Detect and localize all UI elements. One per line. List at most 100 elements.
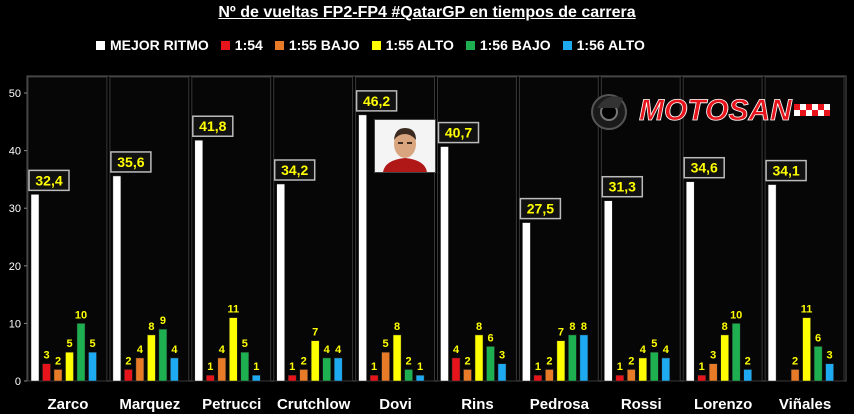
category-panel: [682, 76, 763, 382]
data-label: 3: [499, 350, 505, 362]
data-label: 46,2: [363, 93, 390, 109]
legend-item: 1:56 BAJO: [465, 37, 551, 53]
data-label-box: [192, 115, 234, 137]
bar: [252, 374, 261, 382]
bar: [240, 351, 250, 382]
data-label: 11: [801, 304, 813, 316]
bar: [135, 357, 145, 382]
data-label: 4: [137, 344, 144, 356]
legend-item: 1:55 BAJO: [274, 37, 360, 53]
bar: [545, 369, 554, 382]
data-label: 5: [383, 338, 389, 350]
y-tick-label: 0: [15, 376, 21, 388]
data-label: 3: [827, 350, 833, 362]
x-tick-label: Petrucci: [202, 396, 261, 413]
data-label: 1: [699, 361, 705, 373]
legend-label: 1:56 BAJO: [479, 37, 551, 53]
category-panel: [518, 76, 599, 382]
bar: [615, 374, 625, 382]
legend-label: 1:54: [234, 37, 263, 53]
bar: [147, 334, 156, 382]
data-label-box: [437, 121, 480, 144]
data-label-box: [355, 90, 398, 112]
y-tick-label: 10: [9, 318, 21, 330]
bar: [415, 374, 425, 382]
data-label: 11: [227, 304, 239, 316]
x-tick-label: Marquez: [119, 396, 180, 413]
data-label: 8: [722, 321, 728, 333]
data-label: 31,3: [609, 179, 636, 195]
x-tick-label: Pedrosa: [530, 396, 590, 413]
data-label: 34,2: [281, 162, 308, 178]
data-label: 40,7: [445, 125, 472, 141]
y-tick-label: 30: [9, 203, 21, 215]
bar: [568, 334, 577, 382]
data-label: 3: [43, 350, 49, 362]
data-label: 2: [546, 355, 552, 367]
data-label: 3: [710, 350, 716, 362]
bar: [65, 351, 74, 382]
data-label-box: [601, 175, 644, 198]
bar: [287, 374, 297, 382]
data-label: 8: [476, 321, 482, 333]
bar: [381, 351, 390, 382]
data-label: 8: [569, 321, 575, 333]
bar: [743, 369, 752, 382]
bar: [404, 369, 413, 382]
bar: [112, 175, 122, 382]
bar: [767, 184, 777, 382]
bar: [76, 323, 86, 382]
bar: [369, 374, 379, 382]
bar: [229, 317, 238, 382]
bar: [333, 357, 343, 382]
data-label: 4: [663, 344, 670, 356]
legend-item: 1:55 ALTO: [371, 37, 454, 53]
bar: [522, 222, 531, 382]
x-tick-label: Viñales: [779, 396, 831, 413]
data-label-box: [519, 197, 562, 220]
category-panel: [273, 76, 354, 382]
bar: [813, 346, 823, 382]
bar: [158, 328, 168, 382]
data-label: 7: [312, 327, 318, 339]
chart-title: Nº de vueltas FP2-FP4 #QatarGP en tiempo…: [218, 4, 636, 21]
data-label: 4: [335, 344, 342, 356]
data-label: 2: [301, 355, 307, 367]
data-label: 27,5: [527, 201, 554, 217]
category-panel: [109, 76, 190, 382]
data-label-box: [765, 159, 807, 182]
data-label: 2: [628, 355, 634, 367]
motosan-logo: MOTOSAN: [589, 86, 839, 134]
data-label: 10: [730, 309, 742, 321]
data-label: 6: [487, 332, 493, 344]
bar: [697, 374, 706, 382]
data-label-box: [110, 151, 152, 173]
bar: [440, 146, 449, 382]
bar: [194, 139, 204, 382]
data-label: 2: [464, 355, 470, 367]
data-label: 2: [406, 355, 412, 367]
legend-swatch: [96, 40, 105, 50]
y-tick-label: 50: [9, 88, 21, 100]
data-label: 7: [558, 327, 564, 339]
x-tick-label: Dovi: [379, 396, 412, 413]
legend-swatch: [465, 40, 475, 50]
data-label: 5: [651, 338, 657, 350]
data-label: 4: [219, 344, 226, 356]
bar: [790, 369, 800, 382]
legend-label: MEJOR RITMO: [110, 37, 209, 53]
bar: [650, 351, 659, 382]
data-label: 2: [792, 355, 798, 367]
data-label: 1: [253, 361, 259, 373]
legend-item: 1:54: [220, 37, 263, 53]
bar: [310, 340, 320, 382]
bar: [638, 357, 648, 382]
data-label: 8: [394, 321, 400, 333]
data-label: 4: [640, 344, 647, 356]
bar: [88, 351, 97, 382]
data-label: 5: [242, 338, 248, 350]
bar: [463, 369, 472, 382]
bar: [53, 369, 63, 382]
bar: [474, 334, 484, 382]
data-label: 1: [371, 361, 377, 373]
